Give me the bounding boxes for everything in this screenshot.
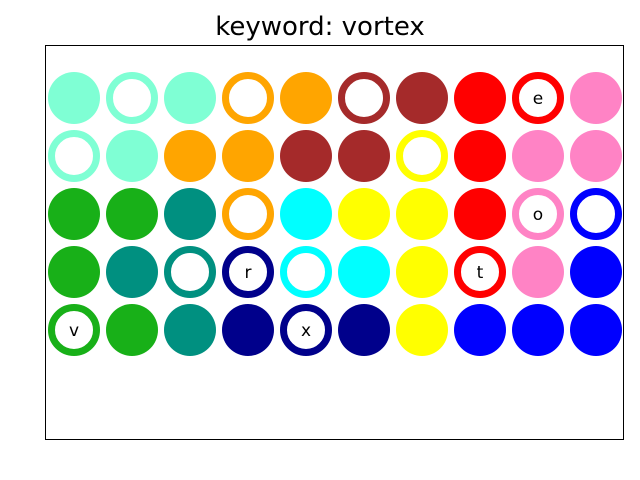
piece-pink-filled[interactable] (512, 246, 564, 298)
piece-orange-filled[interactable] (222, 130, 274, 182)
piece-brown-filled[interactable] (338, 130, 390, 182)
piece-orange-filled[interactable] (164, 130, 216, 182)
piece-orange-ring[interactable] (222, 72, 274, 124)
piece-pink-filled[interactable] (512, 130, 564, 182)
piece-brown-filled[interactable] (280, 130, 332, 182)
piece-yellow-filled[interactable] (396, 188, 448, 240)
piece-letter: x (301, 321, 311, 341)
piece-pink-filled[interactable] (570, 72, 622, 124)
piece-green-filled[interactable] (48, 246, 100, 298)
piece-navy-filled[interactable] (222, 304, 274, 356)
piece-letter: v (69, 321, 79, 341)
piece-green-filled[interactable] (48, 188, 100, 240)
piece-brown-ring[interactable] (338, 72, 390, 124)
piece-teal-ring[interactable] (164, 246, 216, 298)
piece-cyan-filled[interactable] (280, 188, 332, 240)
piece-green-ring[interactable]: v (48, 304, 100, 356)
piece-navy-ring[interactable]: r (222, 246, 274, 298)
piece-letter: t (477, 263, 484, 283)
piece-yellow-filled[interactable] (338, 188, 390, 240)
piece-blue-ring[interactable] (570, 188, 622, 240)
piece-blue-filled[interactable] (570, 246, 622, 298)
piece-cyan-ring[interactable] (280, 246, 332, 298)
piece-letter: o (533, 205, 543, 225)
piece-pink-ring[interactable]: o (512, 188, 564, 240)
page-title: keyword: vortex (215, 12, 425, 42)
piece-red-ring[interactable]: e (512, 72, 564, 124)
piece-navy-filled[interactable] (338, 304, 390, 356)
piece-blue-filled[interactable] (512, 304, 564, 356)
piece-red-filled[interactable] (454, 72, 506, 124)
piece-aquamarine-filled[interactable] (48, 72, 100, 124)
piece-green-filled[interactable] (106, 304, 158, 356)
piece-orange-filled[interactable] (280, 72, 332, 124)
piece-letter: r (245, 263, 252, 283)
piece-green-filled[interactable] (106, 188, 158, 240)
piece-red-filled[interactable] (454, 188, 506, 240)
piece-blue-filled[interactable] (454, 304, 506, 356)
piece-brown-filled[interactable] (396, 72, 448, 124)
piece-teal-filled[interactable] (164, 188, 216, 240)
piece-yellow-filled[interactable] (396, 304, 448, 356)
piece-yellow-ring[interactable] (396, 130, 448, 182)
piece-aquamarine-filled[interactable] (106, 130, 158, 182)
piece-letter: e (533, 89, 543, 109)
piece-red-ring[interactable]: t (454, 246, 506, 298)
piece-pink-filled[interactable] (570, 130, 622, 182)
piece-aquamarine-filled[interactable] (164, 72, 216, 124)
piece-teal-filled[interactable] (106, 246, 158, 298)
piece-navy-ring[interactable]: x (280, 304, 332, 356)
piece-cyan-filled[interactable] (338, 246, 390, 298)
piece-yellow-filled[interactable] (396, 246, 448, 298)
piece-aquamarine-ring[interactable] (106, 72, 158, 124)
piece-orange-ring[interactable] (222, 188, 274, 240)
piece-blue-filled[interactable] (570, 304, 622, 356)
piece-red-filled[interactable] (454, 130, 506, 182)
piece-aquamarine-ring[interactable] (48, 130, 100, 182)
piece-teal-filled[interactable] (164, 304, 216, 356)
